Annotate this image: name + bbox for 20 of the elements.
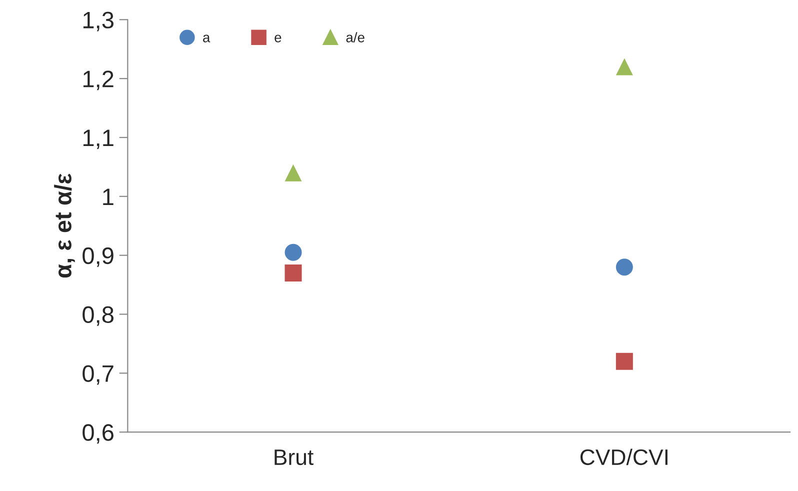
y-axis-title: α, ε et α/ε (54, 174, 75, 278)
point (284, 164, 302, 182)
y-tick-label: 0,6 (82, 424, 114, 444)
x-tick-label: Brut (274, 450, 314, 466)
point (616, 258, 633, 276)
x-tick-label: CVD/CVI (580, 448, 668, 466)
legend-label: e (274, 34, 282, 42)
point (284, 264, 302, 282)
y-tick-label: 1,1 (83, 130, 114, 150)
y-tick-label: 1,2 (83, 70, 114, 90)
y-tick-label: 1,3 (83, 12, 114, 32)
legend-label: a/e (346, 32, 364, 42)
y-tick-label: 1 (103, 188, 114, 205)
legend-label: a (203, 34, 210, 42)
point (284, 244, 302, 261)
y-tick-label: 0,9 (82, 247, 114, 267)
point (616, 58, 633, 76)
y-tick-label: 0,8 (82, 306, 114, 326)
point (616, 352, 633, 370)
y-tick-label: 0,7 (82, 365, 114, 385)
